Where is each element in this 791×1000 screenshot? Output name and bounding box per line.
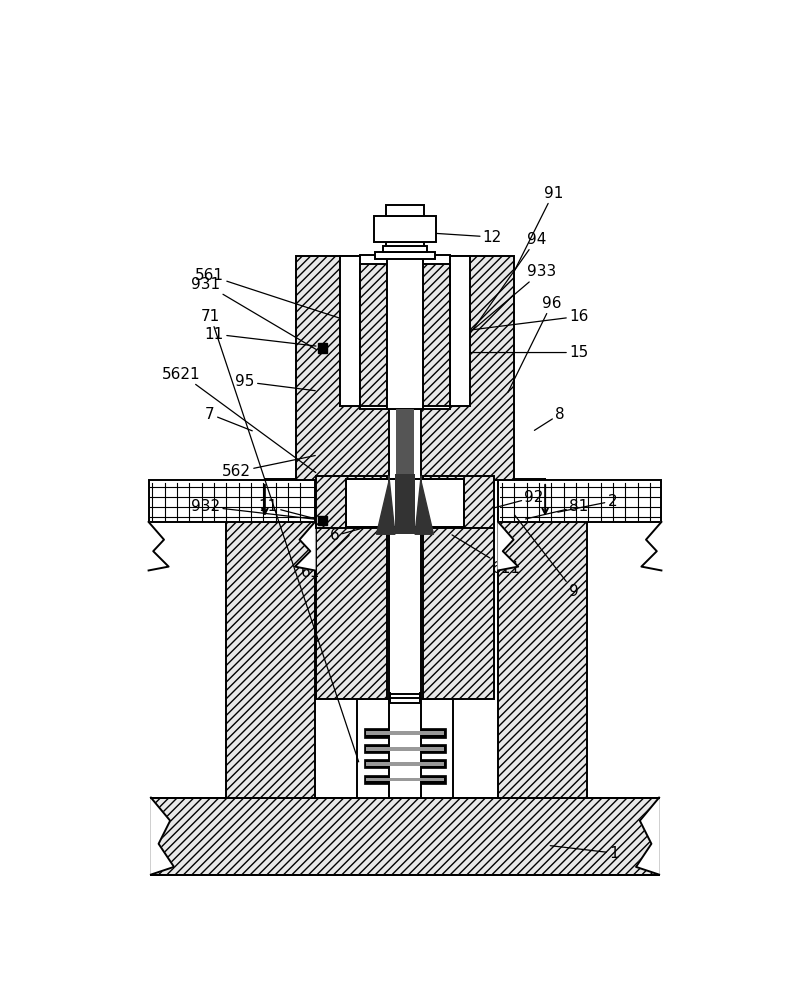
Polygon shape xyxy=(642,522,661,570)
Text: 1: 1 xyxy=(551,846,619,861)
Text: 9: 9 xyxy=(514,515,579,599)
Text: 16: 16 xyxy=(460,309,589,331)
Bar xyxy=(316,520,388,699)
Bar xyxy=(364,728,446,738)
Polygon shape xyxy=(151,798,174,875)
Bar xyxy=(423,264,450,406)
Bar xyxy=(149,480,315,522)
Text: 12: 12 xyxy=(411,230,502,245)
Bar xyxy=(318,516,327,525)
Text: 562: 562 xyxy=(222,456,316,479)
Bar xyxy=(364,744,446,753)
Bar xyxy=(365,731,445,735)
Text: 81: 81 xyxy=(525,499,589,519)
Bar xyxy=(339,256,471,406)
Bar xyxy=(316,476,388,528)
Bar xyxy=(365,747,445,751)
Bar xyxy=(389,212,421,798)
Bar xyxy=(386,205,424,216)
Text: 932: 932 xyxy=(191,499,316,519)
Bar xyxy=(396,409,414,474)
Text: 561: 561 xyxy=(195,268,372,329)
Bar xyxy=(365,762,445,766)
Text: 92: 92 xyxy=(452,490,543,519)
Text: 91: 91 xyxy=(514,186,563,272)
Bar xyxy=(225,513,315,798)
Bar xyxy=(374,216,436,242)
Text: 933: 933 xyxy=(445,264,556,353)
Bar xyxy=(395,474,415,534)
Bar xyxy=(346,479,464,527)
Text: 8: 8 xyxy=(535,407,565,430)
Text: 11: 11 xyxy=(259,499,316,519)
Bar xyxy=(422,520,494,699)
Bar xyxy=(498,513,588,798)
Text: 15: 15 xyxy=(469,345,589,360)
Bar xyxy=(375,252,435,259)
Bar xyxy=(390,694,420,703)
Text: 71: 71 xyxy=(201,309,358,762)
Polygon shape xyxy=(636,798,659,875)
Text: 96: 96 xyxy=(508,296,562,392)
Bar xyxy=(498,480,661,522)
Polygon shape xyxy=(415,476,433,534)
Bar xyxy=(151,798,659,875)
Bar xyxy=(360,264,387,406)
Text: 5621: 5621 xyxy=(162,367,316,473)
Bar xyxy=(387,255,423,409)
Text: 931: 931 xyxy=(191,277,316,350)
Polygon shape xyxy=(377,476,395,534)
Bar xyxy=(365,778,445,781)
Polygon shape xyxy=(295,522,315,570)
Polygon shape xyxy=(498,522,518,570)
Bar xyxy=(386,242,424,246)
Text: 6: 6 xyxy=(330,528,360,543)
Bar xyxy=(422,476,494,528)
Bar xyxy=(360,255,450,409)
Bar xyxy=(296,256,514,480)
Text: 2: 2 xyxy=(558,494,617,512)
Bar xyxy=(383,246,427,252)
Bar xyxy=(364,759,446,768)
Text: 61: 61 xyxy=(301,535,349,580)
Text: 95: 95 xyxy=(236,374,316,391)
Text: 11: 11 xyxy=(205,327,316,346)
Polygon shape xyxy=(149,522,168,570)
Bar xyxy=(358,699,452,798)
Bar xyxy=(364,774,446,784)
Bar xyxy=(318,343,327,353)
Text: 611: 611 xyxy=(452,535,521,576)
Text: 94: 94 xyxy=(448,232,546,366)
Text: 7: 7 xyxy=(205,407,252,431)
